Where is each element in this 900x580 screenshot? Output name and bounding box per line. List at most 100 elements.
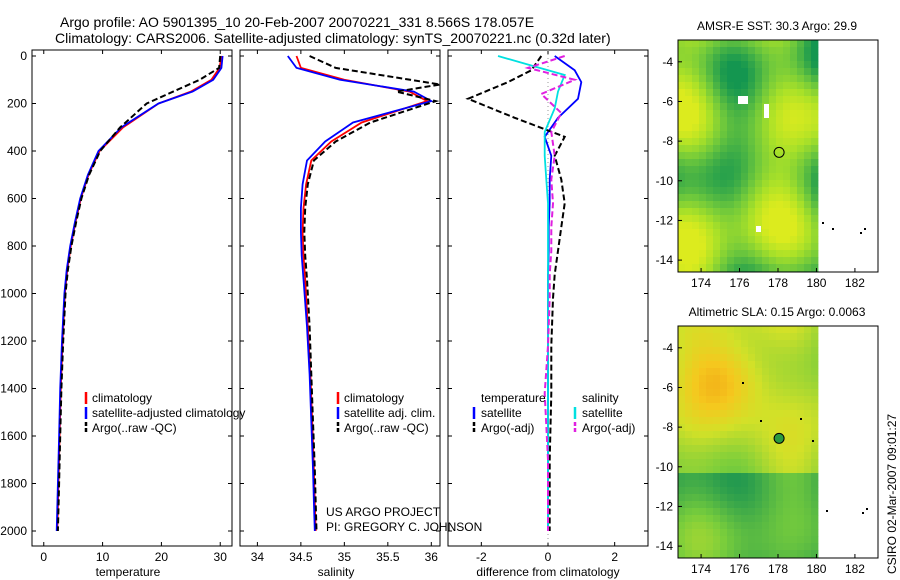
heatmap-cell — [797, 54, 805, 62]
heatmap-cell — [692, 501, 700, 509]
heatmap-cell — [741, 236, 749, 244]
heatmap-cell — [769, 236, 777, 244]
heatmap-cell — [699, 89, 707, 97]
heatmap-cell — [734, 340, 742, 348]
heatmap-cell — [804, 326, 812, 334]
heatmap-cell — [762, 396, 770, 404]
heatmap-cell — [734, 89, 742, 97]
y-tick-label: 1200 — [0, 334, 27, 348]
heatmap-cell — [755, 403, 763, 411]
heatmap-cell — [748, 61, 756, 69]
heatmap-cell — [755, 103, 763, 111]
heatmap-cell — [720, 201, 728, 209]
heatmap-cell — [699, 250, 707, 258]
heatmap-cell — [734, 550, 742, 558]
heatmap-cell — [790, 110, 798, 118]
heatmap-cell — [720, 264, 728, 272]
heatmap-cell — [783, 410, 791, 418]
heatmap-cell — [783, 159, 791, 167]
heatmap-cell — [692, 173, 700, 181]
heatmap-cell — [783, 466, 791, 474]
heatmap-cell — [797, 194, 805, 202]
heatmap-cell — [720, 173, 728, 181]
heatmap-cell — [762, 201, 770, 209]
heatmap-cell — [797, 173, 805, 181]
heatmap-cell — [811, 515, 819, 523]
heatmap-cell — [769, 494, 777, 502]
heatmap-cell — [804, 250, 812, 258]
heatmap-cell — [811, 96, 819, 104]
heatmap-cell — [713, 424, 721, 432]
heatmap-cell — [734, 424, 742, 432]
heatmap-cell — [776, 396, 784, 404]
heatmap-cell — [783, 543, 791, 551]
heatmap-cell — [804, 229, 812, 237]
heatmap-cell — [776, 229, 784, 237]
heatmap-cell — [678, 361, 686, 369]
heatmap-cell — [783, 333, 791, 341]
heatmap-cell — [727, 166, 735, 174]
heatmap-cell — [811, 459, 819, 467]
heatmap-cell — [776, 208, 784, 216]
heatmap-cell — [685, 250, 693, 258]
heatmap-cell — [720, 208, 728, 216]
heatmap-cell — [762, 194, 770, 202]
heatmap-cell — [804, 47, 812, 55]
y-tick-label: 600 — [7, 192, 27, 206]
heatmap-cell — [783, 389, 791, 397]
heatmap-cell — [727, 138, 735, 146]
heatmap-cell — [755, 250, 763, 258]
heatmap-cell — [741, 326, 749, 334]
heatmap-cell — [783, 501, 791, 509]
heatmap-cell — [699, 166, 707, 174]
heatmap-cell — [692, 75, 700, 83]
heatmap-cell — [685, 445, 693, 453]
heatmap-cell — [755, 117, 763, 125]
heatmap-cell — [748, 257, 756, 265]
heatmap-cell — [692, 215, 700, 223]
heatmap-cell — [741, 250, 749, 258]
heatmap-cell — [790, 333, 798, 341]
island-mark — [860, 232, 862, 234]
heatmap-cell — [748, 431, 756, 439]
heatmap-cell — [755, 110, 763, 118]
x-tick-label: 178 — [768, 276, 788, 290]
heatmap-cell — [783, 536, 791, 544]
difference-xlabel: difference from climatology — [476, 565, 619, 579]
heatmap-cell — [748, 243, 756, 251]
y-tick-label: 0 — [20, 49, 27, 63]
heatmap-cell — [720, 75, 728, 83]
heatmap-cell — [783, 354, 791, 362]
heatmap-cell — [727, 487, 735, 495]
temperature-plot: 0 10 20 30 — [40, 50, 227, 564]
heatmap-cell — [727, 501, 735, 509]
heatmap-cell — [811, 236, 819, 244]
heatmap-cell — [706, 145, 714, 153]
heatmap-cell — [769, 117, 777, 125]
heatmap-cell — [797, 501, 805, 509]
heatmap-cell — [699, 452, 707, 460]
heatmap-cell — [727, 333, 735, 341]
heatmap-cell — [776, 264, 784, 272]
heatmap-cell — [762, 424, 770, 432]
heatmap-cell — [685, 466, 693, 474]
heatmap-cell — [713, 103, 721, 111]
x-tick-label: 34.5 — [289, 550, 313, 564]
heatmap-cell — [762, 96, 770, 104]
heatmap-cell — [692, 354, 700, 362]
heatmap-cell — [713, 536, 721, 544]
side-footer: CSIRO 02-Mar-2007 09:01:27 — [885, 414, 899, 574]
heatmap-cell — [769, 333, 777, 341]
heatmap-cell — [804, 54, 812, 62]
heatmap-cell — [811, 529, 819, 537]
heatmap-cell — [699, 382, 707, 390]
heatmap-cell — [769, 347, 777, 355]
heatmap-cell — [811, 403, 819, 411]
heatmap-cell — [769, 89, 777, 97]
heatmap-cell — [692, 550, 700, 558]
heatmap-cell — [734, 487, 742, 495]
heatmap-cell — [734, 166, 742, 174]
x-tick-label: -2 — [476, 550, 487, 564]
heatmap-cell — [720, 145, 728, 153]
